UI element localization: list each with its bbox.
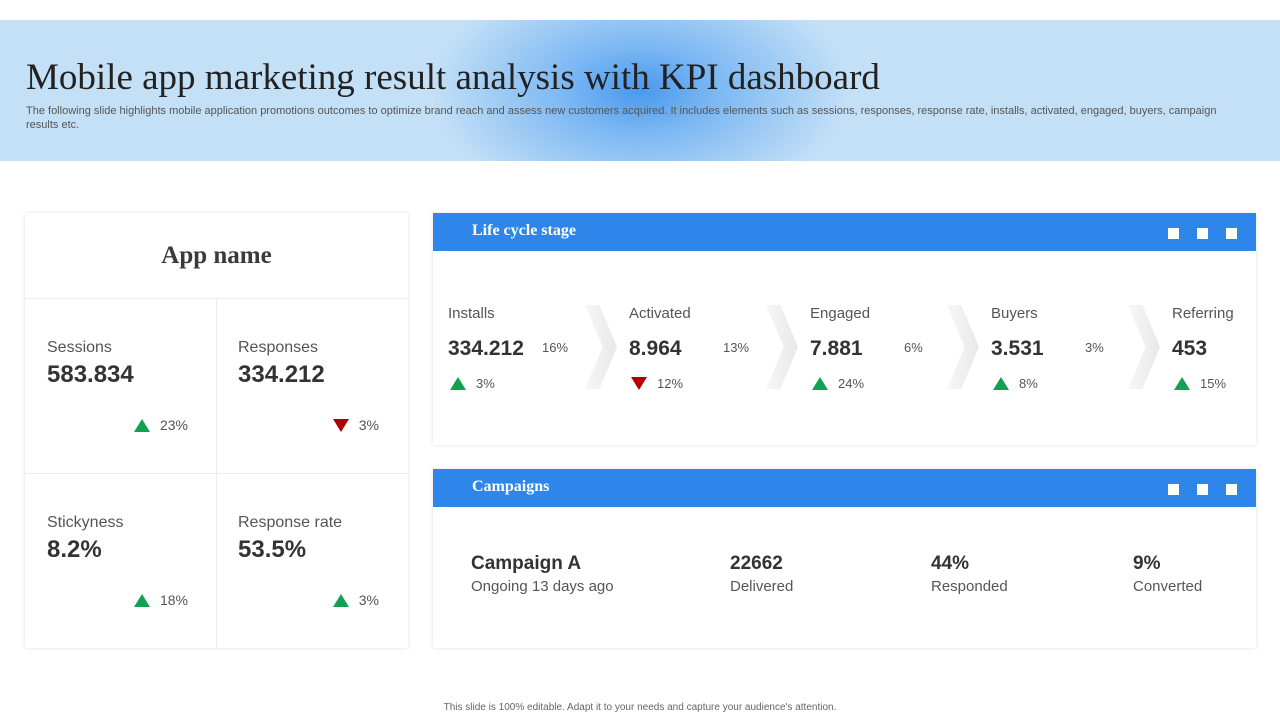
change-value: 18% — [159, 592, 188, 608]
metric-change: 18% — [133, 592, 188, 608]
page-title: Mobile app marketing result analysis wit… — [26, 57, 880, 98]
campaign-responded: 44% Responded — [931, 553, 1008, 595]
stage-label: Engaged — [810, 305, 871, 322]
change-value: 8% — [1019, 376, 1038, 391]
lifecycle-header: Life cycle stage — [433, 213, 1256, 251]
delivered-value: 22662 — [730, 553, 783, 574]
app-card: App name Sessions 583.834 23% Responses … — [25, 213, 408, 648]
footer-note: This slide is 100% editable. Adapt it to… — [443, 702, 837, 713]
campaign-converted: 9% Converted — [1133, 553, 1202, 595]
converted-label: Converted — [1133, 578, 1203, 595]
stage-buyers: Buyers 3.531 3% 8% — [976, 213, 1157, 445]
change-value: 12% — [657, 376, 684, 391]
stage-installs: Installs 334.212 16% 3% — [433, 213, 614, 445]
stage-referring: Referring 453 15% — [1157, 213, 1280, 445]
metric-response-rate: Response rate 53.5% 3% — [216, 474, 407, 648]
stage-change: 3% — [450, 376, 495, 391]
change-value: 3% — [358, 417, 379, 433]
header-dots — [1168, 484, 1237, 495]
triangle-up-icon — [993, 377, 1009, 390]
metric-value: 53.5% — [238, 536, 307, 563]
triangle-up-icon — [133, 593, 150, 607]
lifecycle-card: Life cycle stage Installs 334.212 16% 3%… — [433, 213, 1256, 445]
stage-change: 15% — [1174, 376, 1226, 391]
change-value: 3% — [358, 592, 379, 608]
triangle-down-icon — [631, 377, 647, 390]
stage-value: 7.881 — [810, 337, 863, 360]
change-value: 15% — [1200, 376, 1227, 391]
triangle-up-icon — [450, 377, 466, 390]
stage-change: 24% — [812, 376, 864, 391]
square-icon — [1168, 228, 1179, 239]
stage-value: 453 — [1172, 337, 1208, 360]
metric-change: 23% — [133, 417, 188, 433]
stage-label: Buyers — [991, 305, 1038, 322]
triangle-up-icon — [1174, 377, 1190, 390]
stage-label: Installs — [448, 305, 495, 322]
metric-label: Response rate — [238, 514, 343, 531]
triangle-up-icon — [133, 418, 150, 432]
converted-value: 9% — [1133, 553, 1161, 574]
square-icon — [1197, 228, 1208, 239]
metric-value: 8.2% — [47, 536, 102, 563]
stage-label: Referring — [1172, 305, 1234, 322]
change-value: 3% — [476, 376, 495, 391]
stage-value: 334.212 — [448, 337, 524, 360]
stage-value: 8.964 — [629, 337, 682, 360]
metric-label: Responses — [238, 339, 319, 356]
header-banner — [0, 20, 1280, 161]
metric-responses: Responses 334.212 3% — [216, 299, 407, 473]
square-icon — [1226, 228, 1237, 239]
metric-stickyness: Stickyness 8.2% 18% — [25, 474, 216, 648]
stage-change: 8% — [993, 376, 1038, 391]
stage-activated: Activated 8.964 13% 12% — [614, 213, 795, 445]
stage-change: 12% — [631, 376, 683, 391]
campaign-status: Ongoing 13 days ago — [471, 578, 614, 595]
divider — [25, 473, 408, 474]
campaigns-title: Campaigns — [472, 478, 550, 495]
change-value: 24% — [838, 376, 865, 391]
stage-conversion: 16% — [542, 340, 569, 355]
delivered-label: Delivered — [730, 578, 794, 595]
metric-change: 3% — [332, 417, 379, 433]
change-value: 23% — [159, 417, 188, 433]
stage-value: 3.531 — [991, 337, 1044, 360]
campaigns-header: Campaigns — [433, 469, 1256, 507]
square-icon — [1197, 484, 1208, 495]
square-icon — [1226, 484, 1237, 495]
campaign-name-block: Campaign A Ongoing 13 days ago — [471, 553, 614, 595]
lifecycle-title: Life cycle stage — [472, 222, 576, 239]
triangle-up-icon — [812, 377, 828, 390]
metric-value: 583.834 — [47, 361, 134, 388]
stage-conversion: 13% — [723, 340, 750, 355]
metric-value: 334.212 — [238, 361, 325, 388]
metric-label: Sessions — [47, 339, 112, 356]
triangle-down-icon — [332, 418, 349, 432]
stage-engaged: Engaged 7.881 6% 24% — [795, 213, 976, 445]
campaigns-card: Campaigns Campaign A Ongoing 13 days ago… — [433, 469, 1256, 648]
campaign-delivered: 22662 Delivered — [730, 553, 793, 595]
app-name-title: App name — [25, 213, 408, 299]
metric-label: Stickyness — [47, 514, 124, 531]
page-subtitle: The following slide highlights mobile ap… — [26, 105, 1217, 131]
responded-label: Responded — [931, 578, 1008, 595]
stage-conversion: 3% — [1085, 340, 1104, 355]
metric-change: 3% — [332, 592, 379, 608]
square-icon — [1168, 484, 1179, 495]
campaign-name: Campaign A — [471, 553, 582, 574]
responded-value: 44% — [931, 553, 970, 574]
triangle-up-icon — [332, 593, 349, 607]
header-dots — [1168, 228, 1237, 239]
metric-sessions: Sessions 583.834 23% — [25, 299, 216, 473]
stage-label: Activated — [629, 305, 691, 322]
stage-conversion: 6% — [904, 340, 923, 355]
